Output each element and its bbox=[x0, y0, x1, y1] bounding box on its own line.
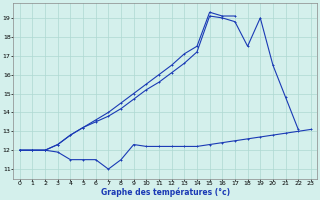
X-axis label: Graphe des températures (°c): Graphe des températures (°c) bbox=[101, 188, 230, 197]
